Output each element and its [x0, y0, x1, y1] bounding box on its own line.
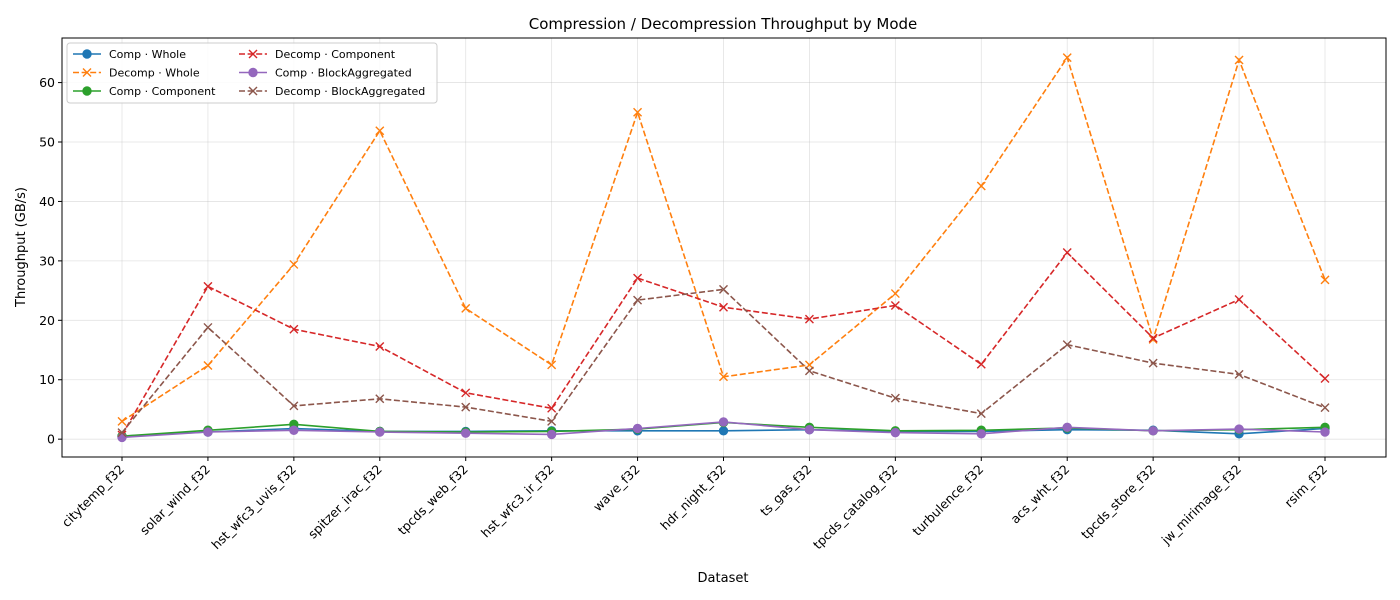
data-point [117, 416, 127, 426]
data-point [547, 403, 557, 413]
legend-item: Comp · BlockAggregated [239, 67, 412, 80]
data-point [890, 289, 900, 299]
data-point [718, 426, 729, 436]
y-tick-label: 40 [39, 194, 55, 209]
data-point [461, 428, 471, 438]
data-point [1148, 333, 1158, 343]
legend-item: Decomp · Component [239, 48, 396, 61]
data-point [289, 259, 299, 269]
y-tick-label: 60 [39, 75, 55, 90]
data-point [82, 49, 92, 59]
data-point [375, 341, 385, 351]
data-point [375, 126, 385, 136]
data-point [461, 388, 471, 398]
data-point [248, 67, 258, 78]
data-point [719, 372, 728, 382]
data-point [289, 324, 299, 334]
series-line [121, 288, 1326, 434]
data-point [719, 284, 728, 294]
legend-label: Decomp · Whole [109, 67, 200, 80]
data-point [719, 302, 728, 312]
legend-item: Comp · Whole [73, 48, 186, 61]
data-point [1320, 427, 1330, 437]
x-axis-label: Dataset [698, 571, 749, 586]
data-point [804, 366, 814, 376]
data-point [632, 423, 643, 434]
data-point [1062, 340, 1072, 350]
grid [62, 38, 1386, 457]
data-point [1062, 53, 1072, 63]
y-tick-label: 10 [39, 372, 55, 387]
data-point [117, 432, 127, 443]
data-point [1320, 374, 1330, 384]
data-point [976, 429, 986, 439]
data-point [890, 427, 901, 438]
data-point [248, 49, 258, 59]
data-point [289, 425, 299, 435]
legend-label: Decomp · BlockAggregated [275, 85, 425, 98]
data-point [1320, 403, 1330, 413]
chart-title: Compression / Decompression Throughput b… [529, 15, 918, 33]
data-point [633, 295, 643, 305]
data-point [375, 427, 385, 437]
series-lines [117, 53, 1330, 443]
series-1 [117, 53, 1330, 426]
data-point [1234, 55, 1244, 65]
data-point [203, 427, 213, 437]
data-point [375, 394, 385, 404]
data-point [633, 107, 643, 117]
data-point [547, 416, 557, 426]
data-point [203, 322, 213, 332]
y-tick-label: 20 [39, 313, 55, 328]
data-point [804, 314, 814, 324]
series-3 [117, 248, 1330, 440]
data-point [203, 360, 213, 370]
y-axis-label: Throughput (GB/s) [14, 187, 29, 308]
data-point [547, 360, 557, 370]
data-point [890, 393, 900, 403]
data-point [82, 86, 92, 96]
data-point [633, 273, 643, 283]
data-point [1148, 426, 1158, 436]
data-point [1148, 358, 1158, 368]
data-point [1062, 422, 1072, 432]
data-point [718, 417, 729, 427]
data-point [1234, 424, 1244, 434]
legend: Comp · Whole Decomp · Whole Comp · Compone… [66, 42, 438, 104]
data-point [117, 428, 127, 438]
legend-item: Decomp · BlockAggregated [239, 85, 425, 98]
data-point [461, 303, 471, 313]
legend-item: Decomp · Whole [73, 67, 200, 80]
data-point [546, 429, 557, 440]
data-point [461, 402, 471, 412]
data-point [248, 86, 258, 96]
data-point [82, 68, 92, 77]
data-point [1234, 295, 1244, 304]
series-5 [117, 284, 1330, 438]
data-point [890, 300, 900, 310]
data-point [203, 281, 213, 291]
y-tick-label: 30 [39, 253, 55, 268]
legend-label: Comp · Whole [109, 48, 186, 61]
y-axis-ticks: 0 10 20 30 40 50 60 [39, 75, 62, 447]
legend-label: Decomp · Component [275, 48, 396, 61]
data-point [976, 181, 986, 191]
legend-label: Comp · BlockAggregated [275, 67, 412, 80]
data-point [289, 401, 299, 411]
data-point [976, 409, 986, 419]
series-4 [117, 417, 1330, 443]
legend-item: Comp · Component [73, 85, 216, 98]
data-point [976, 359, 986, 369]
data-point [1320, 275, 1330, 285]
data-point [804, 424, 815, 435]
y-tick-label: 50 [39, 135, 55, 150]
data-point [1062, 248, 1072, 258]
legend-label: Comp · Component [109, 85, 216, 98]
y-tick-label: 0 [47, 432, 55, 447]
data-point [1234, 369, 1244, 379]
